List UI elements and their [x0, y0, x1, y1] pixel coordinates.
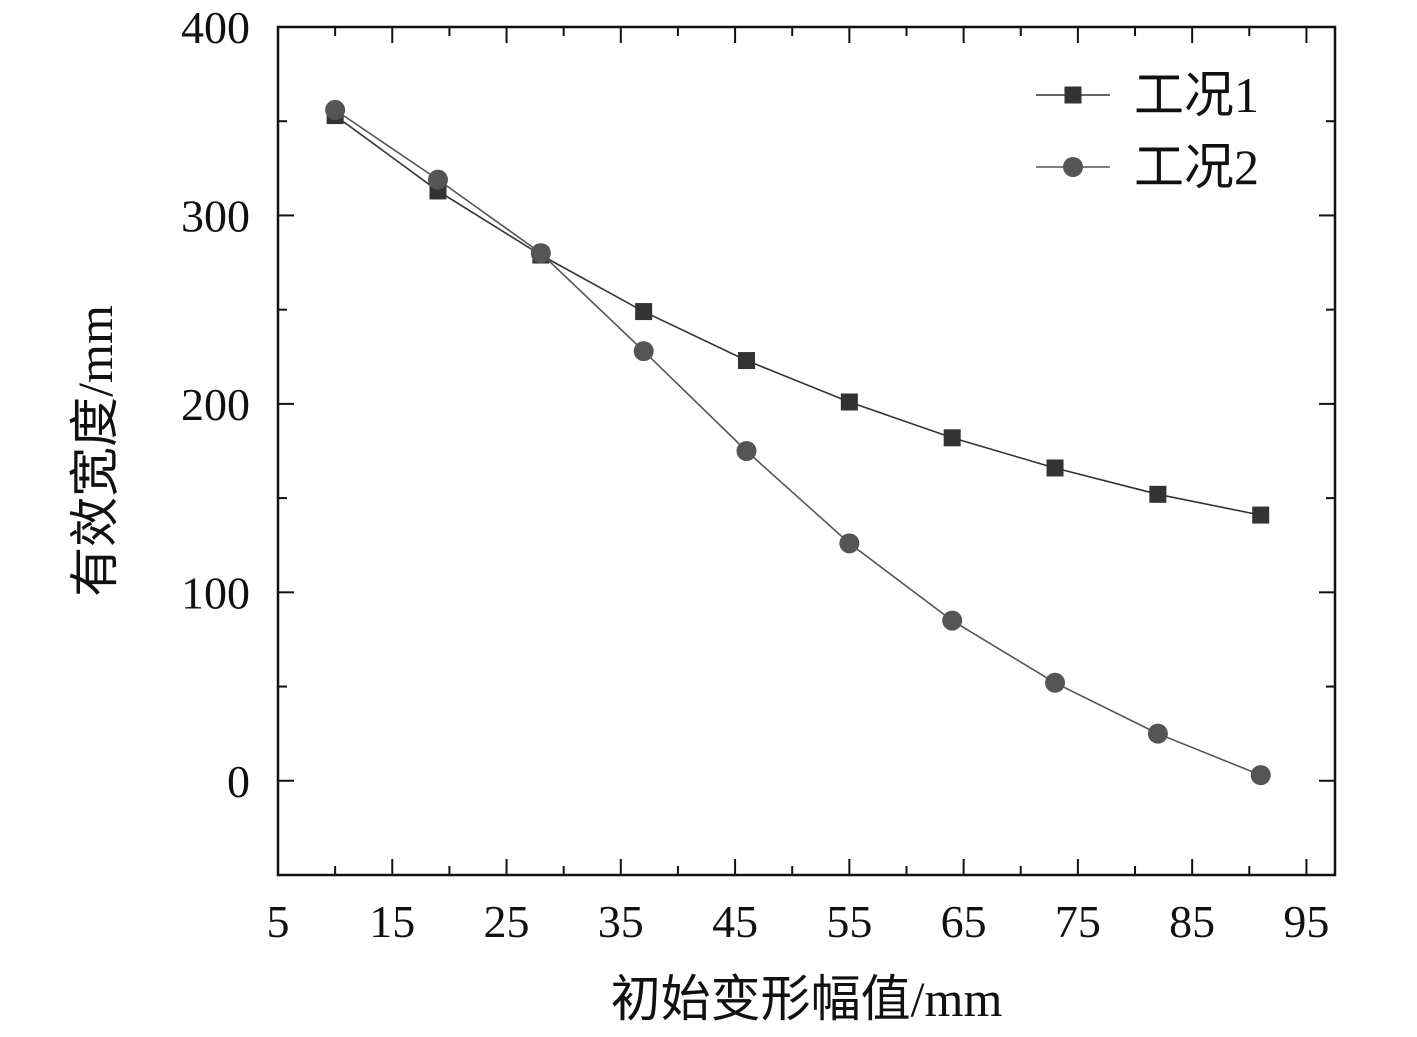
series-2-point	[736, 441, 757, 461]
series-2-point	[427, 169, 448, 190]
x-tick-label: 95	[1283, 896, 1329, 947]
series-1-point	[1252, 506, 1270, 524]
series-2-point	[839, 533, 860, 554]
y-tick-label: 400	[181, 2, 250, 53]
series-1-point	[943, 429, 961, 447]
x-tick-label: 25	[484, 896, 530, 947]
series-2-point	[530, 243, 551, 264]
y-tick-label: 0	[227, 756, 250, 807]
legend-marker-2	[1063, 157, 1083, 177]
series-2-point	[1250, 765, 1271, 786]
legend-marker-1	[1064, 86, 1082, 104]
x-axis-title: 初始变形幅值/mm	[611, 971, 1003, 1027]
series-1-point	[1046, 459, 1064, 477]
series-2-point	[1147, 723, 1168, 744]
series-2-point	[1045, 672, 1066, 693]
x-tick-label: 75	[1055, 896, 1101, 947]
y-tick-label: 200	[181, 379, 250, 430]
plot-frame	[276, 25, 1337, 877]
series-1-point	[1149, 485, 1167, 503]
x-tick-label: 65	[941, 896, 987, 947]
x-tick-label: 15	[369, 896, 415, 947]
series-1-point	[738, 352, 756, 370]
axes: 5 15 25 35 45 55 65 75 85 95 0 100 200 300 400	[181, 2, 1337, 947]
series-2-point	[942, 610, 963, 631]
legend-label-2: 工况2	[1134, 139, 1259, 195]
y-tick-label: 300	[181, 190, 250, 241]
x-tick-label: 45	[712, 896, 758, 947]
x-tick-label: 35	[598, 896, 644, 947]
series-layer	[325, 99, 1271, 786]
legend-label-1: 工况1	[1134, 67, 1259, 123]
y-tick-label: 100	[181, 567, 250, 618]
series-line-1	[334, 114, 1261, 516]
series-line-2	[334, 109, 1261, 776]
series-2-point	[325, 99, 346, 120]
x-tick-label: 85	[1169, 896, 1215, 947]
y-axis-title: 有效宽度/mm	[67, 305, 123, 597]
series-2-point	[633, 341, 654, 362]
series-1-point	[840, 393, 858, 411]
series-1-point	[635, 303, 653, 321]
x-tick-label: 55	[826, 896, 872, 947]
x-tick-label: 5	[267, 896, 290, 947]
